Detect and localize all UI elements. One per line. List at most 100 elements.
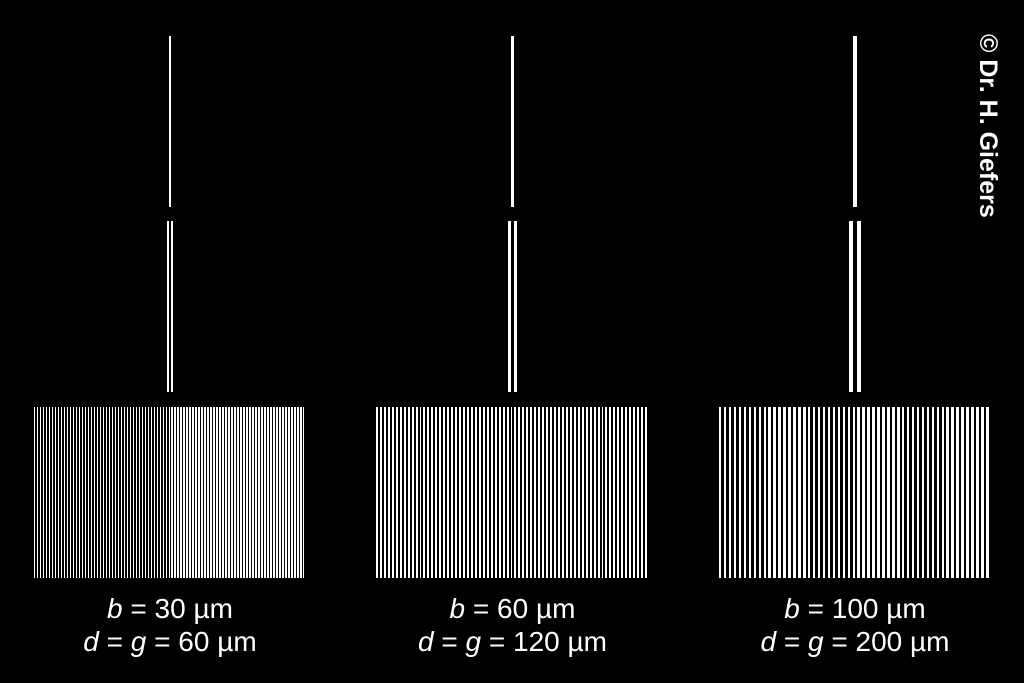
grating-line: [395, 407, 398, 578]
spacing-label: d = g = 60 µm: [83, 626, 257, 657]
grating-line: [490, 407, 493, 578]
double-slit-line: [849, 221, 853, 392]
grating-line: [641, 407, 644, 578]
grating-line: [132, 407, 135, 578]
grating-line: [534, 407, 537, 578]
grating-line: [463, 407, 465, 578]
grating-line: [569, 407, 572, 578]
grating-line: [183, 407, 185, 578]
grating-line: [510, 407, 513, 578]
grating-line: [423, 407, 426, 578]
grating-line: [561, 407, 564, 578]
slit-width-label: b = 60 µm: [449, 593, 576, 624]
grating-line: [478, 407, 481, 578]
grating-line: [403, 407, 406, 578]
grating-line: [486, 407, 489, 578]
grating-line: [195, 407, 197, 578]
grating-line: [126, 407, 129, 578]
grating-line: [54, 407, 57, 578]
grating-line: [174, 407, 176, 578]
grating-line: [75, 407, 78, 578]
grating-line: [617, 407, 620, 578]
grating-line: [986, 407, 989, 578]
grating-line: [96, 407, 99, 578]
grating-line: [411, 407, 414, 578]
grating-line: [589, 407, 592, 578]
grating-line: [379, 407, 382, 578]
grating-line: [593, 407, 596, 578]
grating-line: [773, 407, 776, 578]
grating-line: [303, 407, 305, 578]
grating-line: [812, 407, 816, 578]
grating: [34, 407, 306, 578]
grating-line: [887, 407, 890, 578]
grating-line: [633, 407, 636, 578]
grating-line: [439, 407, 442, 578]
grating-line: [234, 407, 236, 578]
grating-line: [538, 407, 541, 578]
column-b60: b = 60 µm d = g = 120 µm: [376, 0, 649, 683]
grating-line: [150, 407, 153, 578]
grating-line: [42, 407, 45, 578]
grating-line: [427, 407, 430, 578]
grating-line: [435, 407, 438, 578]
grating-line: [625, 407, 628, 578]
grating-line: [45, 407, 48, 578]
grating-line: [783, 407, 786, 578]
grating-line: [748, 407, 752, 578]
grating-line: [222, 407, 224, 578]
grating-line: [243, 407, 245, 578]
grating-line: [51, 407, 54, 578]
grating-line: [817, 407, 821, 578]
single-slit-line: [510, 36, 514, 207]
grating-line: [108, 407, 111, 578]
grating-line: [84, 407, 87, 578]
grating-line: [882, 407, 885, 578]
grating-line: [419, 407, 422, 578]
grating-line: [189, 407, 191, 578]
grating-line: [857, 407, 860, 578]
grating-line: [240, 407, 242, 578]
grating-line: [832, 407, 836, 578]
grating-line: [926, 407, 930, 578]
grating-line: [135, 407, 138, 578]
grating-line: [144, 407, 147, 578]
grating-line: [63, 407, 66, 578]
grating-line: [768, 407, 771, 578]
grating-line: [803, 407, 806, 578]
grating-line: [459, 407, 462, 578]
grating-line: [911, 407, 915, 578]
grating-line: [981, 407, 984, 578]
slit-width-label: b = 30 µm: [107, 593, 233, 624]
grating-line: [258, 407, 260, 578]
grating-line: [585, 407, 588, 578]
grating-line: [758, 407, 762, 578]
grating-line: [966, 407, 969, 578]
double-slit-line: [507, 221, 511, 392]
grating-line: [391, 407, 394, 578]
grating-line: [282, 407, 284, 578]
single-slit-line: [169, 36, 171, 207]
grating-line: [613, 407, 616, 578]
grating-line: [827, 407, 831, 578]
grating-line: [936, 407, 940, 578]
grating-line: [264, 407, 266, 578]
grating-line: [252, 407, 254, 578]
grating-line: [192, 407, 194, 578]
grating-line: [474, 407, 477, 578]
grating-line: [867, 407, 870, 578]
grating-line: [951, 407, 954, 578]
grating-line: [526, 407, 529, 578]
grating-line: [165, 407, 167, 578]
double-slit-line: [513, 221, 517, 392]
grating-line: [842, 407, 846, 578]
grating-line: [156, 407, 159, 578]
grating-line: [743, 407, 747, 578]
grating-line: [138, 407, 141, 578]
grating-line: [387, 407, 390, 578]
grating-line: [90, 407, 93, 578]
copyright-text: © Dr. H. Giefers: [974, 34, 1002, 218]
grating-line: [207, 407, 209, 578]
grating-line: [542, 407, 545, 578]
grating: [376, 407, 649, 578]
